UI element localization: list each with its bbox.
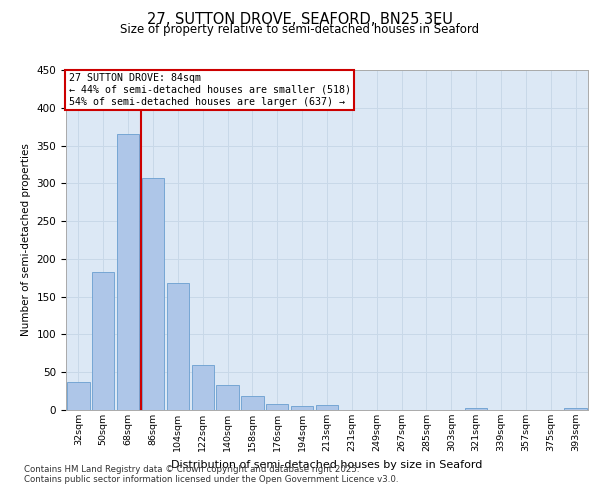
Bar (167, 283, 189, 410)
Bar (67, 382, 89, 410)
Bar (142, 178, 164, 410)
X-axis label: Distribution of semi-detached houses by size in Seaford: Distribution of semi-detached houses by … (172, 460, 482, 469)
Bar (291, 406, 313, 410)
Text: 27 SUTTON DROVE: 84sqm
← 44% of semi-detached houses are smaller (518)
54% of se: 27 SUTTON DROVE: 84sqm ← 44% of semi-det… (68, 74, 350, 106)
Text: Size of property relative to semi-detached houses in Seaford: Size of property relative to semi-detach… (121, 22, 479, 36)
Y-axis label: Number of semi-detached properties: Number of semi-detached properties (21, 144, 31, 336)
Bar (217, 385, 239, 410)
Bar (117, 134, 139, 410)
Bar (191, 364, 214, 410)
Bar (266, 404, 289, 410)
Text: Contains public sector information licensed under the Open Government Licence v3: Contains public sector information licen… (24, 475, 398, 484)
Bar (565, 408, 587, 410)
Text: Contains HM Land Registry data © Crown copyright and database right 2025.: Contains HM Land Registry data © Crown c… (24, 465, 359, 474)
Text: 27, SUTTON DROVE, SEAFORD, BN25 3EU: 27, SUTTON DROVE, SEAFORD, BN25 3EU (147, 12, 453, 28)
Bar (241, 396, 263, 410)
Bar (92, 272, 115, 410)
Bar (465, 408, 487, 410)
Bar (316, 404, 338, 410)
